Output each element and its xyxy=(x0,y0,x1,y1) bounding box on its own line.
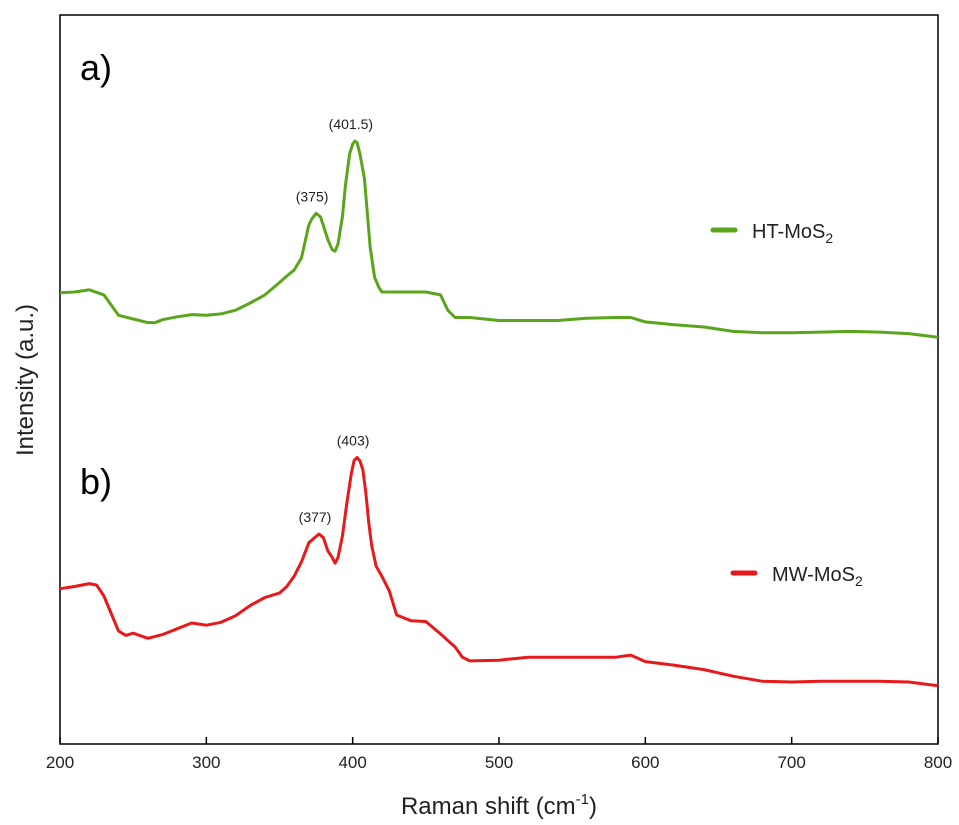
x-tick-label-400: 400 xyxy=(338,753,366,772)
peak-label-2: (377) xyxy=(299,509,332,525)
legend-label-ht-sub: 2 xyxy=(825,230,833,246)
peak-label-0: (375) xyxy=(296,188,329,204)
x-tick-label-800: 800 xyxy=(924,753,952,772)
plot-frame xyxy=(59,14,939,745)
x-tick-label-700: 700 xyxy=(777,753,805,772)
legend-entry-ht: HT-MoS2 xyxy=(710,221,833,246)
legend-label-mw-text: MW-MoS xyxy=(772,564,855,586)
series-line-0 xyxy=(59,139,939,339)
legend-label-mw: MW-MoS2 xyxy=(772,564,863,589)
legend-label-mw-sub: 2 xyxy=(855,573,863,589)
x-axis-title-main: Raman shift (cm xyxy=(401,793,576,820)
x-tick-label-600: 600 xyxy=(631,753,659,772)
x-ticks: 200 300 400 500 600 700 800 xyxy=(46,737,952,772)
x-tick-label-200: 200 xyxy=(46,753,74,772)
panel-label-a: a) xyxy=(80,47,112,88)
series-layer xyxy=(59,139,939,688)
x-tick-label-500: 500 xyxy=(485,753,513,772)
series-line-1 xyxy=(59,456,939,688)
peak-label-1: (401.5) xyxy=(329,116,373,132)
x-axis-title-end: ) xyxy=(589,793,597,820)
panel-label-b: b) xyxy=(80,461,112,502)
peak-label-3: (403) xyxy=(337,433,370,449)
legend-entry-mw: MW-MoS2 xyxy=(730,564,863,589)
x-axis-title: Raman shift (cm-1) xyxy=(401,791,597,820)
legend-label-ht-text: HT-MoS xyxy=(752,221,825,243)
x-tick-label-300: 300 xyxy=(192,753,220,772)
y-axis-title: Intensity (a.u.) xyxy=(12,304,39,456)
annotation-layer: (375) (401.5) (377) (403) xyxy=(296,116,373,525)
x-axis-title-sup: -1 xyxy=(576,791,589,808)
legend-label-ht: HT-MoS2 xyxy=(752,221,833,246)
